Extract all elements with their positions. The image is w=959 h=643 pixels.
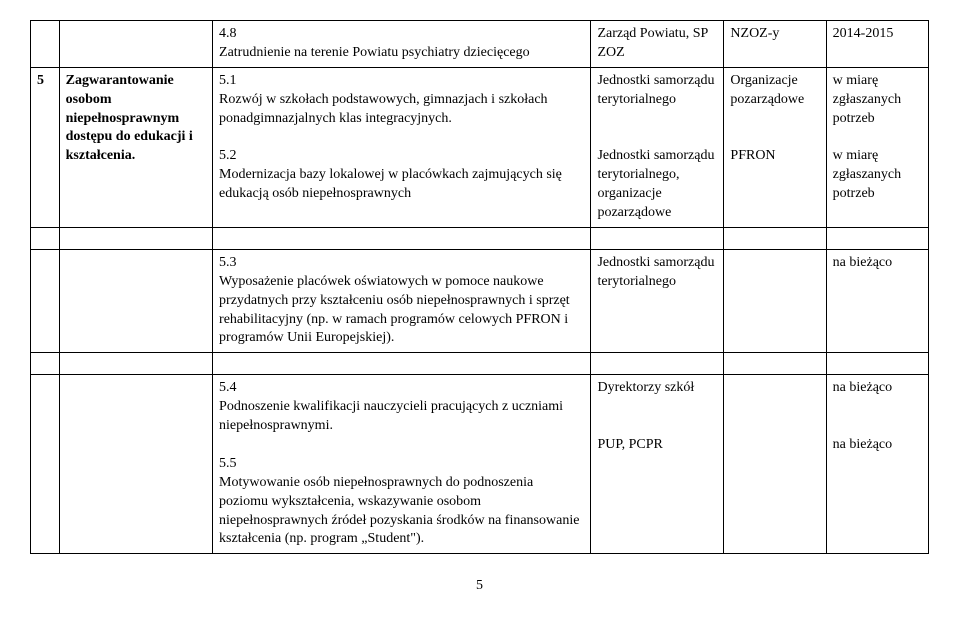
cell-num: [31, 21, 60, 68]
cell-resp: Jednostki samorządu terytorialnego Jedno…: [591, 67, 724, 227]
cell-time: 2014-2015: [826, 21, 928, 68]
cell-time: na bieżąco na bieżąco: [826, 375, 928, 554]
resp-text: PUP, PCPR: [597, 437, 662, 452]
cell-org: [724, 249, 826, 352]
cell-org: NZOZ-y: [724, 21, 826, 68]
cell-resp: Zarząd Powiatu, SP ZOZ: [591, 21, 724, 68]
table-row: 5.3 Wyposażenie placówek oświatowych w p…: [31, 249, 929, 352]
cell-goal: Zagwarantowanie osobom niepełnosprawnym …: [59, 67, 212, 227]
cell-resp: Jednostki samorządu terytorialnego: [591, 249, 724, 352]
item-number: 5.1: [219, 73, 237, 88]
cell-num: [31, 375, 60, 554]
cell-time: w miarę zgłaszanych potrzeb w miarę zgła…: [826, 67, 928, 227]
cell-time: na bieżąco: [826, 249, 928, 352]
table-row: 5.4 Podnoszenie kwalifikacji nauczycieli…: [31, 375, 929, 554]
item-text: Motywowanie osób niepełnosprawnych do po…: [219, 475, 579, 547]
resp-text: Jednostki samorządu terytorialnego, orga…: [597, 148, 714, 220]
table-row-spacer: [31, 227, 929, 249]
table-row: 5 Zagwarantowanie osobom niepełnosprawny…: [31, 67, 929, 227]
item-text: Rozwój w szkołach podstawowych, gimnazja…: [219, 92, 548, 126]
cell-num: 5: [31, 67, 60, 227]
item-number: 5.5: [219, 456, 237, 471]
item-text: Podnoszenie kwalifikacji nauczycieli pra…: [219, 399, 563, 433]
page-number: 5: [30, 578, 929, 594]
item-text: Zatrudnienie na terenie Powiatu psychiat…: [219, 45, 530, 60]
cell-goal: [59, 249, 212, 352]
cell-goal: [59, 21, 212, 68]
time-text: na bieżąco: [833, 437, 892, 452]
cell-desc: 4.8 Zatrudnienie na terenie Powiatu psyc…: [213, 21, 591, 68]
cell-desc: 5.3 Wyposażenie placówek oświatowych w p…: [213, 249, 591, 352]
item-number: 5.4: [219, 380, 237, 395]
time-text: w miarę zgłaszanych potrzeb: [833, 73, 901, 126]
item-number: 4.8: [219, 26, 237, 41]
cell-num: [31, 249, 60, 352]
cell-org: [724, 375, 826, 554]
org-text: PFRON: [730, 148, 775, 163]
item-text: Modernizacja bazy lokalowej w placówkach…: [219, 167, 562, 201]
item-text: Wyposażenie placówek oświatowych w pomoc…: [219, 274, 570, 346]
resp-text: Jednostki samorządu terytorialnego: [597, 73, 714, 107]
org-text: Organizacje pozarządowe: [730, 73, 804, 107]
cell-desc: 5.4 Podnoszenie kwalifikacji nauczycieli…: [213, 375, 591, 554]
item-number: 5.3: [219, 255, 237, 270]
cell-resp: Dyrektorzy szkół PUP, PCPR: [591, 375, 724, 554]
table-row: 4.8 Zatrudnienie na terenie Powiatu psyc…: [31, 21, 929, 68]
cell-goal: [59, 375, 212, 554]
time-text: na bieżąco: [833, 380, 892, 395]
table-row-spacer: [31, 353, 929, 375]
document-table: 4.8 Zatrudnienie na terenie Powiatu psyc…: [30, 20, 929, 554]
cell-org: Organizacje pozarządowe PFRON: [724, 67, 826, 227]
time-text: w miarę zgłaszanych potrzeb: [833, 148, 901, 201]
item-number: 5.2: [219, 148, 237, 163]
resp-text: Dyrektorzy szkół: [597, 380, 694, 395]
cell-desc: 5.1 Rozwój w szkołach podstawowych, gimn…: [213, 67, 591, 227]
